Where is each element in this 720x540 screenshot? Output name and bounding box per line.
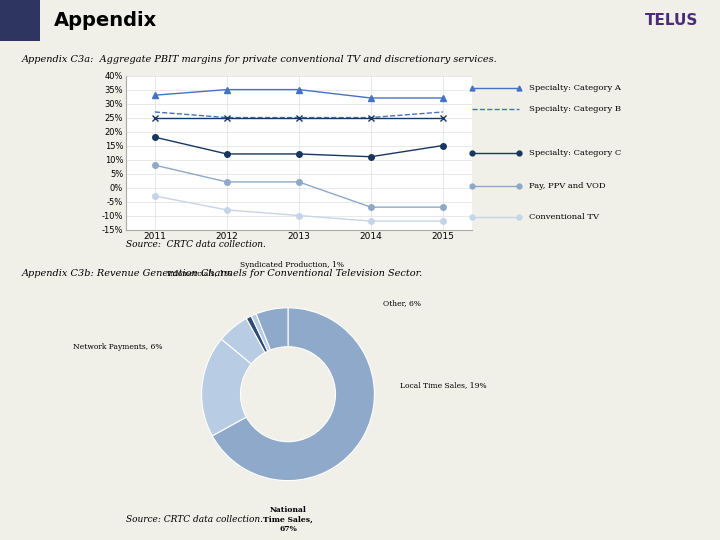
Text: Specialty: Category A: Specialty: Category A <box>528 84 621 92</box>
Wedge shape <box>256 308 288 350</box>
Text: Conventional TV: Conventional TV <box>528 213 598 221</box>
Text: Infomercials, 1%: Infomercials, 1% <box>168 269 232 277</box>
Wedge shape <box>202 339 251 436</box>
Wedge shape <box>251 314 271 351</box>
Text: Source: CRTC data collection.: Source: CRTC data collection. <box>126 515 263 524</box>
Bar <box>0 0 40 40</box>
Text: Network Payments, 6%: Network Payments, 6% <box>73 343 163 350</box>
Text: TELUS: TELUS <box>645 13 698 28</box>
Text: Specialty: Category B: Specialty: Category B <box>528 105 621 113</box>
Wedge shape <box>246 316 268 353</box>
Text: Specialty: Category C: Specialty: Category C <box>528 148 621 157</box>
Text: Pay, PPV and VOD: Pay, PPV and VOD <box>528 183 606 191</box>
Text: National
Time Sales,
67%: National Time Sales, 67% <box>263 507 313 532</box>
Text: Appendix C3b: Revenue Generation Channels for Conventional Television Sector.: Appendix C3b: Revenue Generation Channel… <box>22 269 423 278</box>
Text: Local Time Sales, 19%: Local Time Sales, 19% <box>400 382 487 389</box>
Text: Source:  CRTC data collection.: Source: CRTC data collection. <box>126 240 266 249</box>
Text: Other, 6%: Other, 6% <box>383 300 421 307</box>
Text: Syndicated Production, 1%: Syndicated Production, 1% <box>240 261 344 268</box>
Text: Appendix: Appendix <box>54 11 157 30</box>
Wedge shape <box>222 319 265 364</box>
Wedge shape <box>212 308 374 481</box>
Text: Appendix C3a:  Aggregate PBIT margins for private conventional TV and discretion: Appendix C3a: Aggregate PBIT margins for… <box>22 56 498 64</box>
